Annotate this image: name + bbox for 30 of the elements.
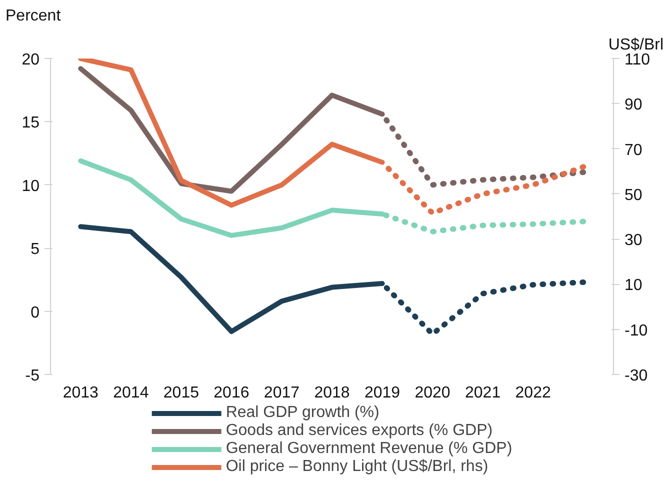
x-tick-label: 2014 xyxy=(113,384,149,402)
y2-tick-label: 30 xyxy=(624,232,642,250)
x-tick-label: 2013 xyxy=(62,384,99,402)
x-tick-label: 2020 xyxy=(414,384,450,402)
y-tick-label: 15 xyxy=(22,114,40,132)
y-axis-title: Percent xyxy=(6,8,62,24)
x-tick-label: 2017 xyxy=(264,384,300,402)
y-tick-label: 10 xyxy=(22,178,40,195)
x-tick-label: 2015 xyxy=(163,384,200,402)
x-tick-label: 2022 xyxy=(515,384,551,402)
x-tick-label: 2018 xyxy=(314,384,350,402)
y2-tick-label: -30 xyxy=(624,368,648,384)
y2-tick-label: -10 xyxy=(624,322,648,340)
legend-label: General Government Revenue (% GDP) xyxy=(226,440,512,458)
legend-label: Oil price – Bonny Light (US$/Brl, rhs) xyxy=(226,458,488,476)
y2-tick-label: 70 xyxy=(624,142,642,159)
x-tick-label: 2019 xyxy=(364,384,400,402)
y2-tick-label: 10 xyxy=(624,277,642,294)
y2-axis-title: US$/Brl xyxy=(608,36,664,54)
y-tick-label: -5 xyxy=(25,368,40,384)
y-tick-label: 5 xyxy=(30,241,40,258)
x-tick-label: 2021 xyxy=(465,384,501,402)
y2-tick-label: 90 xyxy=(624,96,642,114)
y-tick-label: 0 xyxy=(30,304,40,322)
legend-label: Real GDP growth (%) xyxy=(226,404,380,422)
legend-label: Goods and services exports (% GDP) xyxy=(226,422,493,440)
y2-tick-label: 110 xyxy=(624,52,650,68)
y2-tick-label: 50 xyxy=(624,186,642,204)
y-tick-label: 20 xyxy=(22,52,40,68)
x-tick-label: 2016 xyxy=(214,384,250,402)
